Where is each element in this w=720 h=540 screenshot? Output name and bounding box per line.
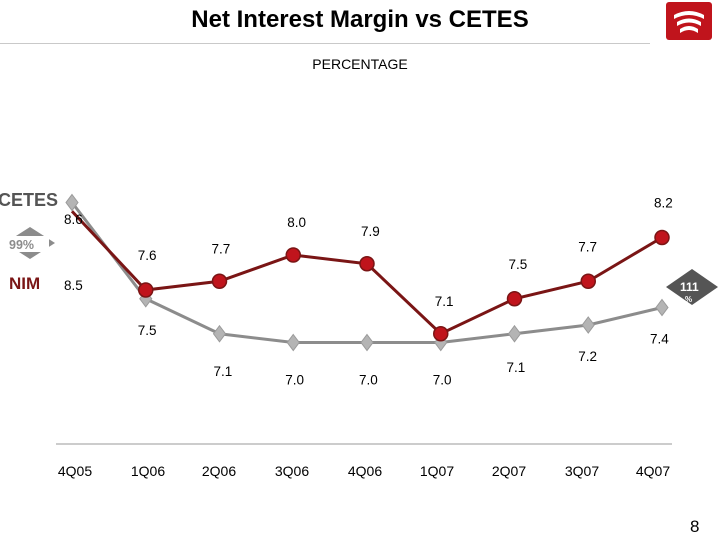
legend-cetes-label: CETES bbox=[0, 190, 58, 210]
x-tick-4Q06: 4Q06 bbox=[348, 463, 382, 479]
x-tick-2Q06: 2Q06 bbox=[202, 463, 236, 479]
nim-label-1Q07: 7.1 bbox=[435, 294, 454, 309]
cetes-point-4Q07 bbox=[655, 298, 669, 317]
nim-label-1Q06: 7.6 bbox=[138, 248, 157, 263]
cetes-label-2Q06: 7.1 bbox=[214, 364, 233, 379]
page-number: 8 bbox=[690, 517, 700, 536]
cetes-point-3Q06 bbox=[286, 333, 300, 352]
x-tick-1Q07: 1Q07 bbox=[420, 463, 454, 479]
nim-point-3Q07 bbox=[580, 273, 596, 289]
nim-label-3Q07: 7.7 bbox=[578, 239, 597, 254]
cetes-label-1Q07: 7.0 bbox=[433, 373, 452, 388]
x-tick-4Q07: 4Q07 bbox=[636, 463, 670, 479]
page-title: Net Interest Margin vs CETES bbox=[191, 6, 529, 33]
nim-point-1Q06 bbox=[138, 282, 154, 298]
cetes-label-4Q05: 8.6 bbox=[64, 212, 83, 227]
cetes-label-2Q07: 7.1 bbox=[507, 360, 526, 375]
cetes-label-4Q06: 7.0 bbox=[359, 373, 378, 388]
cetes-label-3Q07: 7.2 bbox=[578, 349, 597, 364]
cetes-point-4Q06 bbox=[360, 333, 374, 352]
nim-point-4Q06 bbox=[359, 256, 375, 272]
nim-label-4Q07: 8.2 bbox=[654, 196, 673, 211]
title-divider bbox=[0, 43, 650, 44]
nim-point-2Q06 bbox=[211, 273, 228, 289]
x-tick-1Q06: 1Q06 bbox=[131, 463, 165, 479]
nim-label-4Q05: 8.5 bbox=[64, 278, 83, 293]
x-tick-3Q06: 3Q06 bbox=[275, 463, 309, 479]
cetes-point-3Q07 bbox=[581, 316, 595, 334]
cetes-label-1Q06: 7.5 bbox=[138, 323, 157, 338]
cetes-label-3Q06: 7.0 bbox=[285, 373, 304, 388]
legend-nim-label: NIM bbox=[9, 274, 40, 293]
legend-right-badge-text: 111 bbox=[680, 280, 699, 294]
cetes-point-2Q06 bbox=[212, 324, 227, 343]
nim-point-4Q07 bbox=[654, 229, 670, 246]
cetes-point-4Q05 bbox=[65, 193, 79, 212]
legend-left-badge: 99% bbox=[5, 227, 55, 259]
cetes-label-4Q07: 7.4 bbox=[650, 332, 669, 347]
cetes-point-2Q07 bbox=[507, 324, 522, 343]
x-tick-2Q07: 2Q07 bbox=[492, 463, 526, 479]
nim-label-2Q07: 7.5 bbox=[509, 257, 528, 272]
x-tick-3Q07: 3Q07 bbox=[565, 463, 599, 479]
nim-label-2Q06: 7.7 bbox=[212, 241, 231, 256]
legend-right-badge-unit: % bbox=[685, 295, 692, 304]
nim-point-2Q07 bbox=[506, 291, 523, 307]
nim-point-3Q06 bbox=[285, 247, 301, 263]
nim-point-1Q07 bbox=[433, 326, 449, 342]
chart-subtitle: PERCENTAGE bbox=[312, 56, 408, 72]
nim-label-4Q06: 7.9 bbox=[361, 224, 380, 239]
legend-right-badge: 111 % bbox=[666, 269, 718, 305]
nim-label-3Q06: 8.0 bbox=[287, 215, 306, 230]
x-tick-4Q05: 4Q05 bbox=[58, 463, 92, 479]
brand-logo bbox=[666, 2, 712, 40]
legend-left-badge-text: 99% bbox=[9, 238, 34, 252]
